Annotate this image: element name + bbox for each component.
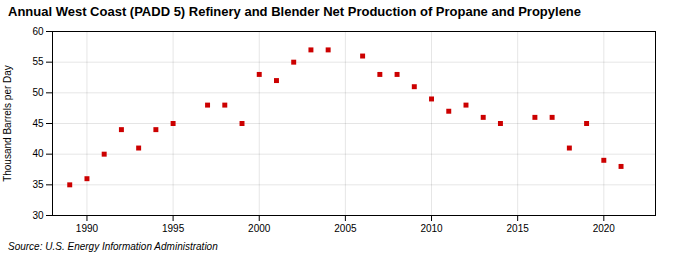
svg-text:50: 50 (32, 87, 44, 98)
svg-text:2010: 2010 (420, 223, 443, 234)
svg-text:2005: 2005 (334, 223, 357, 234)
svg-text:2000: 2000 (248, 223, 271, 234)
svg-text:40: 40 (32, 148, 44, 159)
svg-text:Thousand Barrels per Day: Thousand Barrels per Day (2, 65, 13, 182)
svg-text:60: 60 (32, 26, 44, 37)
svg-text:1995: 1995 (162, 223, 185, 234)
svg-text:35: 35 (32, 179, 44, 190)
svg-text:2015: 2015 (507, 223, 530, 234)
svg-text:45: 45 (32, 118, 44, 129)
svg-text:55: 55 (32, 56, 44, 67)
svg-text:1990: 1990 (76, 223, 99, 234)
html-text:Annual West Coast (PADD 5) Ref: Annual West Coast (PADD 5) Refinery and … (8, 4, 581, 19)
svg-text:30: 30 (32, 210, 44, 221)
html-text:Source: U.S. Energy Informatio: Source: U.S. Energy Information Administ… (8, 241, 218, 252)
svg-text:2020: 2020 (593, 223, 616, 234)
